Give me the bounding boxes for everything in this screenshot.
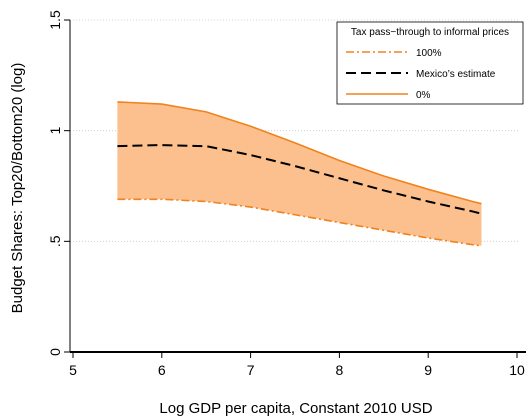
x-axis-label: Log GDP per capita, Constant 2010 USD	[159, 400, 432, 417]
pass-through-band	[117, 101, 482, 246]
y-tick-label: 1	[47, 127, 63, 135]
x-tick-label: 5	[69, 362, 77, 378]
legend-label: 0%	[416, 90, 431, 101]
x-tick-label: 9	[424, 362, 432, 378]
legend-items: 100% Mexico’s estimate 0%	[346, 48, 496, 101]
legend: Tax pass−through to informal prices 100%…	[336, 21, 524, 105]
series-layer	[117, 101, 482, 247]
x-tick-label: 7	[247, 362, 255, 378]
y-tick-label: 0	[47, 348, 63, 356]
band-layer	[117, 101, 482, 246]
x-tick-label: 10	[509, 362, 525, 378]
legend-label: Mexico’s estimate	[416, 69, 496, 80]
legend-title: Tax pass−through to informal prices	[351, 27, 509, 38]
series-line	[117, 144, 482, 215]
axes-layer	[69, 20, 526, 353]
series-line	[117, 198, 482, 247]
y-tick-label: .5	[47, 235, 63, 247]
x-tick-label: 8	[336, 362, 344, 378]
y-axis-label: Budget Shares: Top20/Bottom20 (log)	[9, 63, 26, 314]
y-tick-label: 1.5	[47, 10, 63, 30]
ticks-layer: 0 .5 1 1.5 5 6 7 8 9 10	[47, 10, 525, 378]
x-tick-label: 6	[158, 362, 166, 378]
series-line	[117, 101, 482, 205]
legend-box	[336, 21, 524, 105]
legend-label: 100%	[416, 48, 442, 59]
